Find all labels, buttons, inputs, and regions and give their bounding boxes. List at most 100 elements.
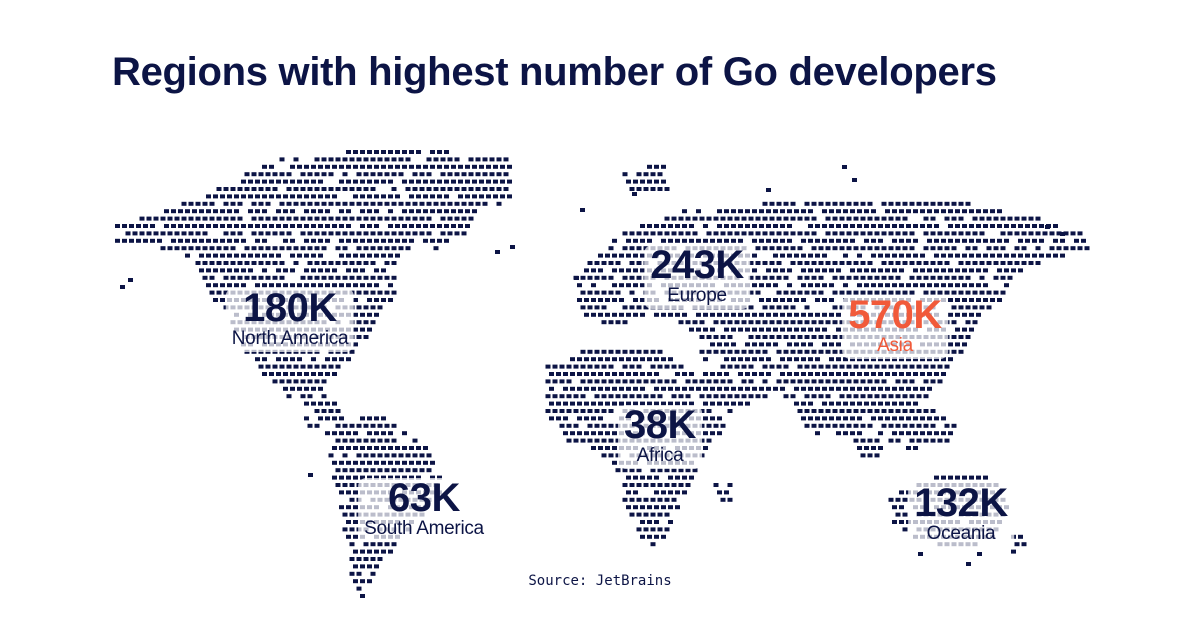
map-dot: [752, 342, 757, 347]
region-name: Europe: [667, 285, 727, 306]
map-dot: [416, 179, 421, 184]
map-dot: [1004, 224, 1009, 228]
map-dot: [965, 290, 971, 295]
map-dot: [286, 379, 292, 384]
map-dot: [577, 401, 582, 406]
map-dot: [391, 187, 397, 191]
map-dot: [633, 372, 638, 376]
map-dot: [346, 520, 351, 524]
map-dot: [752, 209, 757, 214]
map-dot: [307, 201, 313, 206]
map-dot: [895, 512, 901, 517]
map-dot: [290, 253, 295, 258]
map-dot: [353, 298, 358, 302]
map-dot: [633, 401, 638, 406]
map-dot: [346, 446, 351, 450]
map-dot: [622, 246, 628, 251]
map-dot: [885, 268, 890, 273]
map-dot: [857, 253, 862, 258]
map-dot: [941, 357, 946, 362]
chart-title: Regions with highest number of Go develo…: [112, 50, 997, 94]
map-dot: [738, 357, 743, 362]
map-dot: [416, 460, 421, 465]
map-dot: [668, 505, 673, 510]
map-dot: [874, 394, 880, 399]
map-dot: [598, 386, 603, 391]
map-dot: [748, 290, 754, 295]
map-dot: [626, 505, 631, 510]
map-dot: [612, 372, 617, 376]
map-dot: [808, 224, 813, 228]
map-dot: [283, 194, 288, 199]
map-dot: [920, 209, 925, 214]
map-dot: [622, 394, 628, 399]
map-dot: [818, 335, 824, 339]
map-dot: [934, 431, 939, 436]
map-dots: [115, 150, 1090, 598]
map-dot: [692, 320, 698, 325]
map-dot: [374, 446, 379, 450]
map-dot: [447, 201, 453, 206]
map-dot: [892, 386, 897, 391]
map-dot: [909, 201, 915, 206]
map-dot: [475, 201, 481, 206]
map-dot: [640, 475, 645, 480]
map-dot: [867, 246, 873, 251]
map-dot: [276, 253, 281, 258]
region-label-oceania: 132K Oceania: [908, 483, 1014, 547]
map-dot: [349, 557, 355, 561]
map-dot: [381, 460, 386, 465]
map-dot: [801, 253, 806, 258]
map-dot: [314, 187, 320, 191]
map-dot: [335, 423, 341, 428]
map-dot: [440, 172, 446, 177]
map-dot: [636, 261, 642, 265]
map-dot: [811, 423, 817, 428]
map-dot: [213, 283, 218, 288]
map-dot: [629, 468, 635, 473]
map-dot: [353, 505, 358, 510]
map-dot: [853, 394, 859, 399]
map-dot: [839, 379, 845, 384]
map-dot: [346, 164, 351, 169]
map-dot: [948, 238, 953, 243]
map-dot: [388, 209, 393, 214]
map-dot: [801, 209, 806, 214]
map-dot: [601, 364, 607, 369]
map-dot: [426, 172, 432, 177]
map-dot: [472, 179, 477, 184]
map-dot: [213, 209, 218, 214]
map-dot: [948, 253, 953, 258]
map-dot: [822, 386, 827, 391]
map-dot: [692, 379, 698, 384]
map-dot: [822, 268, 827, 273]
map-dot: [1081, 238, 1086, 243]
map-dot: [794, 401, 799, 406]
map-dot: [388, 253, 393, 258]
map-dot: [311, 401, 316, 406]
map-dot: [955, 342, 960, 347]
map-dot: [923, 201, 929, 206]
map-dot: [783, 246, 789, 251]
map-dot: [937, 379, 943, 384]
map-dot: [937, 438, 943, 443]
map-dot: [685, 394, 691, 399]
map-dot: [811, 201, 817, 206]
map-dot: [955, 312, 960, 317]
map-dot: [983, 298, 988, 302]
map-dot: [790, 394, 796, 399]
map-dot: [290, 194, 295, 199]
map-dot: [622, 379, 628, 384]
map-dot: [965, 201, 971, 206]
map-dot: [335, 468, 341, 473]
map-dot: [321, 275, 327, 280]
map-dot: [164, 224, 169, 228]
map-dot: [311, 209, 316, 214]
map-dot: [409, 209, 414, 214]
map-dot: [314, 246, 320, 251]
map-dot: [804, 423, 810, 428]
map-dot: [262, 179, 267, 184]
map-dot: [842, 165, 847, 169]
map-dot: [300, 246, 306, 251]
map-dot: [731, 357, 736, 362]
